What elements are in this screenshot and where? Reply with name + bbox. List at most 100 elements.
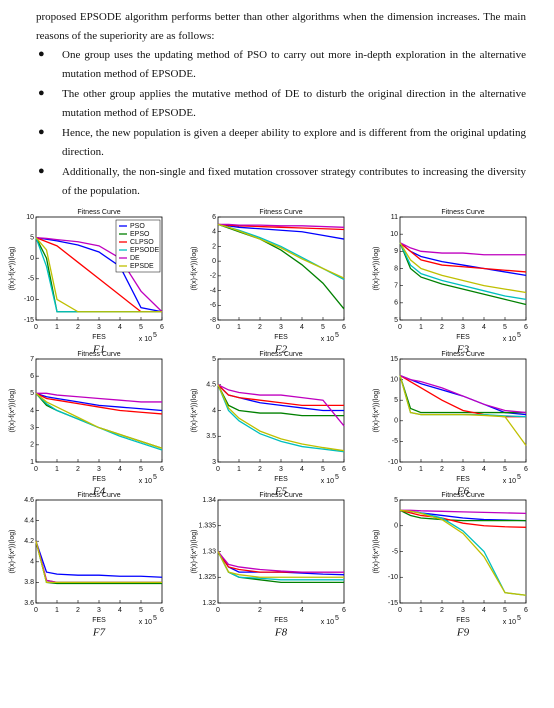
bullet-dot: ●: [38, 48, 45, 60]
x-tick-label: 2: [76, 324, 80, 331]
bullet-text: One group uses the updating method of PS…: [62, 49, 526, 80]
y-tick-label: 4.4: [24, 517, 34, 524]
y-tick-label: 4.5: [206, 382, 216, 389]
x-tick-label: 0: [216, 324, 220, 331]
x-tick-label: 2: [440, 607, 444, 614]
series-line: [217, 384, 344, 417]
x-tick-label: 4: [118, 607, 122, 614]
chart-title: Fitness Curve: [441, 492, 484, 499]
x-scale-exp: 5: [153, 474, 157, 481]
x-scale: x 10: [321, 619, 334, 626]
y-tick-label: 10: [26, 214, 34, 221]
y-tick-label: 1: [30, 459, 34, 466]
y-tick-label: 2: [212, 243, 216, 250]
x-tick-label: 4: [118, 466, 122, 473]
x-tick-label: 5: [139, 466, 143, 473]
series-line: [35, 541, 162, 584]
x-tick-label: 0: [216, 607, 220, 614]
series-line: [399, 242, 526, 256]
x-tick-label: 4: [300, 466, 304, 473]
series-line: [399, 375, 526, 414]
y-tick-label: 8: [394, 265, 398, 272]
x-tick-label: 1: [419, 607, 423, 614]
caption: F9: [456, 627, 470, 639]
y-tick-label: 4: [30, 559, 34, 566]
bullet-text: Additionally, the non-single and fixed m…: [62, 166, 526, 197]
x-tick-label: 0: [34, 607, 38, 614]
bullet-text: Hence, the new population is given a dee…: [62, 127, 526, 158]
x-axis-label: FES: [456, 476, 470, 483]
series-line: [217, 551, 344, 573]
chart-title: Fitness Curve: [441, 351, 484, 358]
x-tick-label: 3: [279, 466, 283, 473]
y-tick-label: 6: [212, 214, 216, 221]
x-tick-label: 3: [461, 607, 465, 614]
x-tick-label: 6: [524, 324, 528, 331]
plot-frame: [217, 216, 345, 321]
x-tick-label: 3: [461, 466, 465, 473]
series-line: [217, 384, 344, 406]
series-line: [35, 236, 163, 313]
x-tick-label: 4: [118, 324, 122, 331]
y-axis-label: (f(x)-f(x*))(log): [191, 530, 198, 574]
series-line: [217, 384, 345, 427]
x-axis-label: FES: [456, 617, 470, 624]
series-line: [399, 374, 527, 414]
series-line: [35, 540, 163, 578]
caption: F1: [92, 344, 105, 356]
x-tick-label: 5: [503, 607, 507, 614]
y-tick-label: 0: [394, 418, 398, 425]
chart-title: Fitness Curve: [259, 492, 302, 499]
x-tick-label: 4: [300, 324, 304, 331]
x-tick-label: 6: [342, 324, 346, 331]
series-line: [35, 236, 162, 313]
x-scale-exp: 5: [153, 332, 157, 339]
caption: F8: [274, 627, 288, 639]
x-axis-label: FES: [456, 334, 470, 341]
y-tick-label: -2: [210, 273, 216, 280]
y-tick-label: 4: [30, 407, 34, 414]
y-tick-label: -10: [24, 296, 34, 303]
y-tick-label: 0: [212, 258, 216, 265]
x-tick-label: 5: [321, 466, 325, 473]
y-tick-label: 1.325: [198, 574, 216, 581]
paragraph: proposed EPSODE algorithm performs bette…: [36, 11, 526, 42]
series-line: [399, 242, 527, 294]
plot-frame: [35, 499, 163, 604]
x-tick-label: 6: [160, 607, 164, 614]
x-tick-label: 2: [76, 607, 80, 614]
caption: F5: [274, 486, 288, 498]
bullet-dot: ●: [38, 126, 45, 138]
y-tick-label: 10: [390, 376, 398, 383]
y-tick-label: 0: [30, 255, 34, 262]
series-line: [35, 392, 163, 415]
x-tick-label: 3: [279, 324, 283, 331]
y-tick-label: -4: [210, 287, 216, 294]
series-line: [35, 392, 163, 449]
y-tick-label: 4: [212, 229, 216, 236]
x-tick-label: 2: [440, 324, 444, 331]
x-tick-label: 1: [55, 607, 59, 614]
x-tick-label: 2: [258, 607, 262, 614]
x-scale: x 10: [321, 336, 334, 343]
x-tick-label: 1: [419, 466, 423, 473]
series-line: [399, 509, 527, 528]
plot-frame: [399, 216, 527, 321]
x-axis-label: FES: [274, 617, 288, 624]
x-tick-label: 1: [237, 324, 241, 331]
series-line: [399, 509, 527, 596]
x-tick-label: 3: [97, 324, 101, 331]
y-tick-label: -5: [392, 548, 398, 555]
x-tick-label: 6: [524, 466, 528, 473]
y-axis-label: (f(x)-f(x*))(log): [191, 389, 198, 433]
series-line: [218, 223, 345, 228]
x-scale: x 10: [139, 336, 152, 343]
y-tick-label: 3: [212, 459, 216, 466]
y-tick-label: -15: [24, 317, 34, 324]
y-tick-label: 0: [394, 523, 398, 530]
x-tick-label: 0: [34, 466, 38, 473]
caption: F2: [274, 344, 288, 356]
x-scale: x 10: [503, 336, 516, 343]
caption: F7: [92, 627, 106, 639]
y-tick-label: 7: [30, 356, 34, 363]
